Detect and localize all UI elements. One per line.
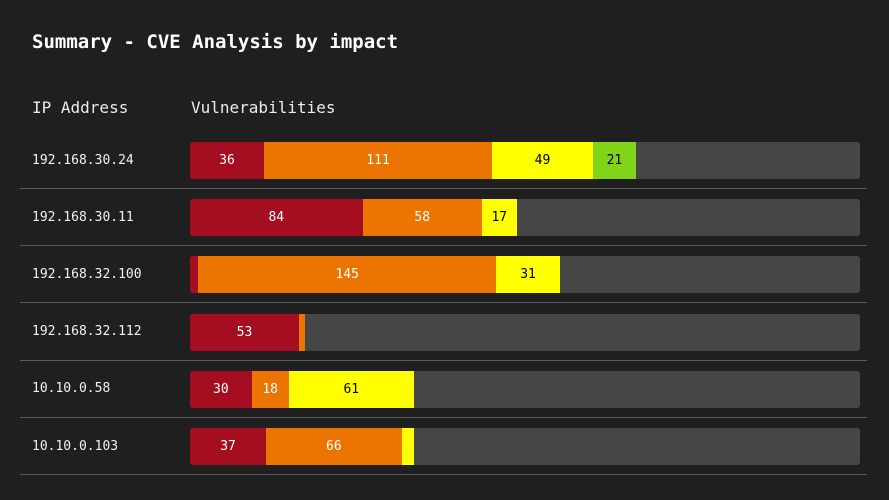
bar-segment: 145 [198, 256, 497, 294]
row-divider [20, 416, 867, 418]
data-label: 84 [268, 210, 285, 226]
data-label: 111 [366, 153, 390, 168]
bar-segment: 18 [251, 370, 289, 408]
bar-segment: 49 [492, 142, 593, 179]
row-divider [20, 359, 867, 361]
ip-label: 10.10.0.58 [32, 381, 111, 397]
data-label: 36 [219, 153, 235, 168]
ip-label: 192.168.32.100 [32, 266, 142, 282]
bar-segment: 17 [481, 199, 517, 237]
ip-label: 192.168.30.11 [32, 209, 134, 225]
data-label: 31 [520, 267, 536, 283]
ip-label: 192.168.30.24 [32, 152, 134, 168]
ip-address-header: IP Address [32, 98, 129, 117]
data-label: 61 [343, 381, 360, 397]
bar-track: 37 66 [190, 428, 860, 465]
ip-label: 10.10.0.103 [32, 438, 119, 454]
data-label: 17 [491, 210, 508, 226]
ip-label: 192.168.32.112 [32, 324, 142, 340]
data-label: 53 [236, 324, 253, 340]
data-label: 30 [213, 381, 229, 397]
row-divider [20, 188, 867, 189]
bar-segment [401, 428, 414, 465]
bar-segment: 36 [190, 142, 264, 179]
row-divider [20, 302, 867, 304]
data-label: 37 [220, 439, 236, 454]
data-label: 58 [414, 210, 431, 226]
bar-segment: 37 [190, 428, 267, 465]
bar-track: 36 111 49 21 [190, 142, 860, 179]
bar-segment: 31 [496, 256, 560, 294]
bar-segment [298, 313, 306, 351]
bar-segment: 53 [190, 313, 299, 351]
bar-segment: 66 [266, 428, 402, 465]
data-label: 145 [335, 267, 359, 283]
data-label: 18 [262, 381, 278, 397]
page-title: Summary - CVE Analysis by impact [32, 31, 399, 53]
vulnerabilities-header: Vulnerabilities [191, 98, 336, 117]
bar-track: 53 [190, 313, 860, 351]
bar-segment: 61 [288, 370, 414, 408]
bar-track: 145 31 [190, 256, 860, 294]
bar-segment [190, 256, 199, 294]
row-divider [20, 245, 867, 247]
bar-segment: 21 [592, 142, 636, 179]
bar-segment: 84 [190, 199, 363, 237]
bar-track: 30 18 61 [190, 370, 860, 408]
data-label: 49 [534, 153, 551, 168]
bar-segment: 111 [263, 142, 493, 179]
bar-track: 84 58 17 [190, 199, 860, 237]
data-label: 21 [606, 153, 623, 168]
data-label: 66 [326, 439, 342, 454]
row-divider [20, 474, 867, 475]
bar-segment: 58 [362, 199, 482, 237]
bar-segment: 30 [190, 370, 252, 408]
